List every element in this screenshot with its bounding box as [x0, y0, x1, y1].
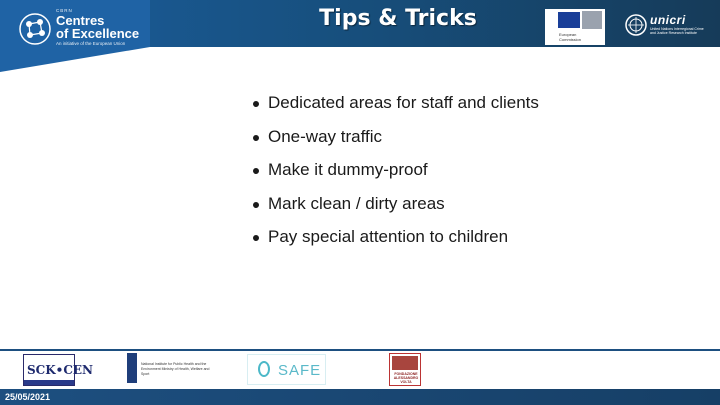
bullet-text: Dedicated areas for staff and clients	[268, 93, 539, 112]
coe-subtitle: An initiative of the European Union	[56, 40, 126, 46]
eu-label-line-2: Commission	[559, 37, 582, 42]
bullet-text: Mark clean / dirty areas	[268, 193, 445, 213]
bullet-text: Pay special attention to children	[268, 227, 509, 246]
partner-logo-strip	[0, 351, 720, 389]
bullet-text: One-way traffic	[268, 126, 383, 146]
eu-label: European Commission	[559, 32, 581, 42]
volta-wordmark: FONDAZIONE ALESSANDRO VOLTA	[393, 372, 419, 384]
bullet-dot-icon	[253, 101, 259, 107]
footer-bar: 25/05/2021	[0, 389, 720, 405]
bullet-item: Mark clean / dirty areas	[253, 191, 539, 225]
bullet-dot-icon	[253, 134, 259, 141]
bullet-item: Pay special attention to children	[253, 224, 539, 258]
unicri-wordmark: unicri	[650, 13, 686, 27]
bullet-list: Dedicated areas for staff and clients On…	[253, 90, 539, 258]
bullet-dot-icon	[253, 201, 259, 208]
eu-flag-icon	[558, 12, 580, 28]
footer-divider	[0, 349, 720, 351]
safe-wordmark: SAFE	[278, 362, 322, 379]
rivm-wordmark: National Institute for Public Health and…	[141, 362, 210, 376]
european-commission-logo: European Commission	[545, 9, 605, 45]
un-emblem-icon	[625, 14, 647, 36]
bullet-item: Dedicated areas for staff and clients	[253, 90, 539, 124]
bullet-dot-icon	[253, 168, 259, 174]
rivm-emblem-icon	[127, 353, 137, 383]
bullet-item: One-way traffic	[253, 124, 539, 158]
coe-small-label: CBRN	[56, 8, 73, 13]
safe-logo: SAFE	[247, 354, 326, 385]
location-pin-icon	[258, 361, 270, 377]
eu-building-icon	[582, 11, 602, 29]
sck-cen-wordmark: SCK•CEN	[27, 363, 93, 377]
fondazione-volta-logo: FONDAZIONE ALESSANDRO VOLTA	[389, 353, 421, 386]
slide-title: Tips & Tricks	[319, 6, 477, 31]
coe-line-2: of Excellence	[56, 25, 140, 41]
bullet-text: Make it dummy-proof	[268, 160, 428, 179]
slide-date: 25/05/2021	[5, 392, 51, 402]
coe-wordmark: CBRN Centres of Excellence An initiative…	[56, 8, 140, 46]
volta-building-icon	[392, 356, 418, 370]
sck-cen-logo: SCK•CEN	[23, 354, 93, 386]
bullet-item: Make it dummy-proof	[253, 157, 539, 191]
cbrn-coe-logo-icon	[19, 13, 51, 45]
coe-line-1: Centres	[56, 12, 105, 28]
bullet-dot-icon	[253, 235, 259, 241]
sck-cen-bar	[24, 380, 74, 385]
unicri-subtitle: United Nations Interregional Crime and J…	[650, 27, 704, 35]
eu-label-line-1: European	[559, 32, 577, 37]
